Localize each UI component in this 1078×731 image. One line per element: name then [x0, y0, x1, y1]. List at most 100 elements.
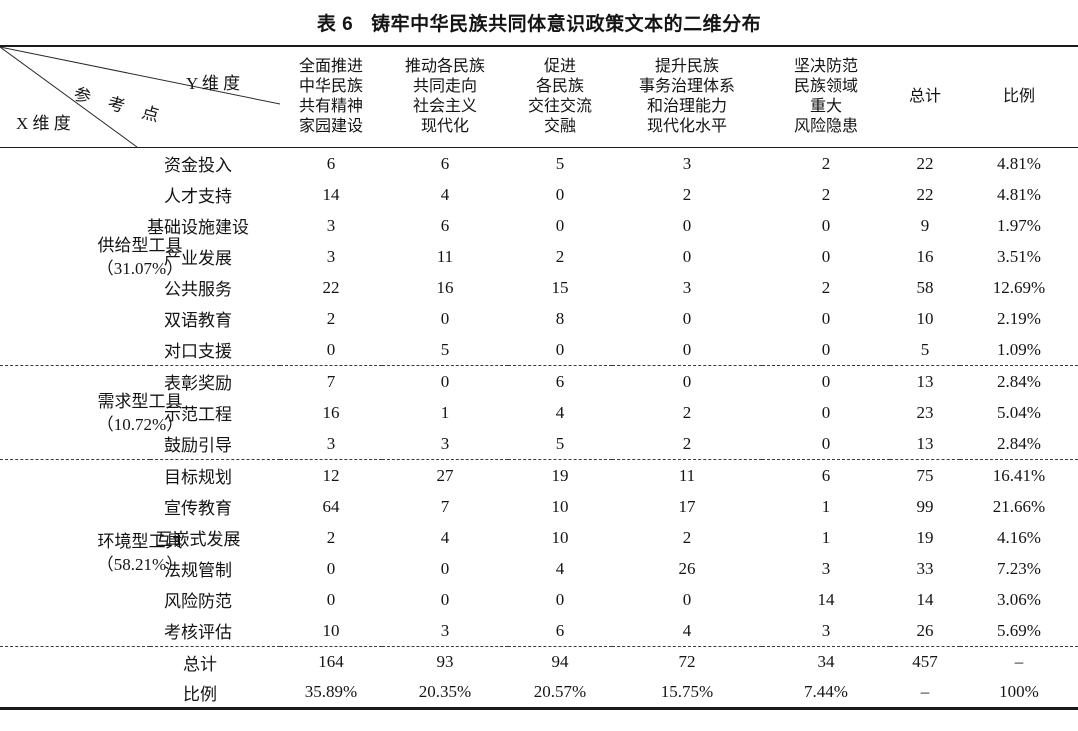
table-row: 法规管制 0 0 4 26 3 33 7.23% [0, 553, 1078, 584]
value-cell: 0 [326, 558, 336, 578]
value-cell: 0 [821, 308, 831, 328]
value-cell: 0 [821, 402, 831, 422]
row-label: 基础设施建设 [147, 218, 249, 237]
footer-value-cell: – [920, 682, 930, 701]
value-cell: 12.69% [992, 277, 1046, 297]
value-cell: 6 [508, 365, 612, 397]
value-cell: 7 [280, 365, 382, 397]
value-cell: 3 [821, 558, 831, 578]
footer-value-cell: 20.57% [533, 682, 587, 701]
row-label: 鼓励引导 [164, 436, 232, 455]
value-cell: 5 [920, 339, 930, 359]
footer-value-cell: 457 [890, 646, 960, 677]
value-cell: 7 [440, 496, 450, 516]
row-label: 示范工程 [164, 405, 232, 424]
value-cell: 0 [682, 308, 692, 328]
table-row: 供给型工具 （31.07%） 资金投入 6 6 5 3 2 22 4.81% [0, 148, 1078, 278]
column-header-goal-2: 推动各民族 共同走向 社会主义 现代化 [382, 46, 508, 148]
value-cell: 9 [920, 215, 930, 235]
value-cell: 0 [821, 339, 831, 359]
value-cell: 0 [682, 589, 692, 609]
row-label: 目标规划 [150, 459, 280, 491]
group-label-demand: 需求型工具 （10.72%） [0, 365, 183, 460]
value-cell: 0 [821, 433, 831, 453]
row-label: 法规管制 [164, 561, 232, 580]
value-cell: 2.84% [960, 365, 1078, 397]
diagonal-header-cell: Y 维 度 参 考 点 X 维 度 [0, 46, 280, 148]
value-cell: 5 [555, 433, 565, 453]
table-row: 双语教育 2 0 8 0 0 10 2.19% [0, 303, 1078, 334]
footer-row-total: 总计 164 93 94 72 34 457 – [0, 646, 1078, 677]
footer-value-cell: 15.75% [660, 682, 714, 701]
value-cell: 2 [326, 308, 336, 328]
group-label-supply: 供给型工具 （31.07%） [96, 235, 184, 278]
x-dimension-label: X 维 度 [16, 114, 71, 133]
value-cell: 7.23% [997, 558, 1041, 578]
table-row: 示范工程 16 1 4 2 0 23 5.04% [0, 397, 1078, 428]
value-cell: 4 [440, 184, 450, 204]
footer-row-ratio: 比例 35.89% 20.35% 20.57% 15.75% 7.44% – 1… [0, 677, 1078, 709]
value-cell: 16 [916, 246, 934, 266]
value-cell: 15 [551, 277, 569, 297]
value-cell: 2 [326, 527, 336, 547]
group-label-environment: 环境型工具 （58.21%） [0, 459, 183, 647]
row-label: 对口支援 [164, 342, 232, 361]
value-cell: 5.69% [997, 620, 1041, 640]
value-cell: 1 [440, 402, 450, 422]
value-cell: 6 [762, 459, 890, 491]
column-header-goal-1: 全面推进 中华民族 共有精神 家园建设 [280, 46, 382, 148]
value-cell: 2 [682, 527, 692, 547]
value-cell: 4.81% [997, 184, 1041, 204]
value-cell: 3 [326, 215, 336, 235]
value-cell: 64 [322, 496, 340, 516]
table-title-prefix: 表 6 [316, 14, 354, 35]
value-cell: 16 [322, 402, 340, 422]
table-row: 人才支持 14 4 0 2 2 22 4.81% [0, 179, 1078, 210]
value-cell: 0 [440, 308, 450, 328]
value-cell: 4.16% [997, 527, 1041, 547]
column-header-ratio: 比例 [960, 46, 1078, 148]
value-cell: 2 [821, 153, 831, 173]
value-cell: 14 [322, 184, 340, 204]
row-label: 互嵌式发展 [155, 530, 241, 549]
value-cell: 3 [682, 277, 692, 297]
row-label: 资金投入 [164, 156, 232, 175]
value-cell: 4 [555, 402, 565, 422]
row-label: 人才支持 [164, 187, 232, 206]
value-cell: 8 [555, 308, 565, 328]
value-cell: 19 [508, 459, 612, 491]
value-cell: 5 [555, 153, 565, 173]
value-cell: 23 [916, 402, 934, 422]
value-cell: 26 [916, 620, 934, 640]
row-label: 公共服务 [164, 280, 232, 299]
column-header-goal-5: 坚决防范 民族领域 重大 风险隐患 [762, 46, 890, 148]
diagonal-divider-icon [0, 47, 280, 147]
value-cell: 5.04% [997, 402, 1041, 422]
value-cell: 16.41% [960, 459, 1078, 491]
column-header-goal-3: 促进 各民族 交往交流 交融 [508, 46, 612, 148]
value-cell: 0 [555, 215, 565, 235]
table-row: 考核评估 10 3 6 4 3 26 5.69% [0, 615, 1078, 647]
value-cell: 0 [682, 246, 692, 266]
value-cell: 10 [551, 527, 569, 547]
value-cell: 26 [678, 558, 696, 578]
value-cell: 6 [440, 153, 450, 173]
table-row: 鼓励引导 3 3 5 2 0 13 2.84% [0, 428, 1078, 460]
footer-value-cell: 164 [280, 646, 382, 677]
value-cell: 0 [682, 215, 692, 235]
value-cell: 0 [821, 246, 831, 266]
value-cell: 14 [817, 589, 835, 609]
value-cell: 16 [436, 277, 454, 297]
value-cell: 22 [916, 153, 934, 173]
value-cell: 22 [916, 184, 934, 204]
value-cell: 27 [382, 459, 508, 491]
value-cell: 6 [326, 153, 336, 173]
value-cell: 3 [440, 620, 450, 640]
value-cell: 0 [326, 589, 336, 609]
value-cell: 3 [821, 620, 831, 640]
footer-value-cell: 34 [762, 646, 890, 677]
footer-value-cell: 94 [508, 646, 612, 677]
column-header-goal-4: 提升民族 事务治理体系 和治理能力 现代化水平 [612, 46, 762, 148]
value-cell: 10 [322, 620, 340, 640]
